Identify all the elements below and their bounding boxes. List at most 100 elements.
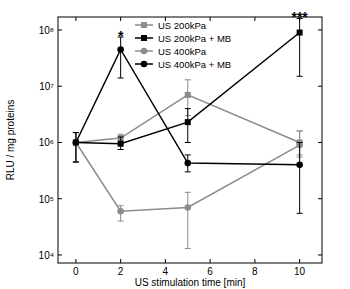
y-tick [58,142,62,143]
error-cap [297,142,303,143]
data-point [73,139,79,145]
error-cap [185,248,191,249]
error-stem [187,192,188,248]
x-tick-label: 6 [207,266,213,277]
series-line [76,49,300,164]
error-cap [185,79,191,80]
plot-data [73,18,303,248]
error-cap [73,132,79,133]
x-tick-label: 0 [73,266,79,277]
legend-label: US 400kPa [158,46,207,57]
error-bar [185,155,191,172]
x-tick [210,17,211,21]
error-cap [73,161,79,162]
y-tick-label: 10⁷ [39,81,54,92]
annotation: *** [291,9,308,25]
data-point [73,139,80,146]
error-bar [297,18,303,76]
x-tick-label: 4 [163,266,169,277]
x-tick [75,259,76,263]
error-cap [118,77,124,78]
data-point [184,204,191,211]
error-bar [185,109,191,143]
y-tick [58,86,62,87]
data-point [117,46,124,53]
error-cap [185,171,191,172]
x-tick [120,17,121,21]
x-tick [75,17,76,21]
y-tick [318,29,322,30]
y-tick [58,29,62,30]
error-cap [73,132,79,133]
data-point [73,139,80,146]
x-tick [210,259,211,263]
error-cap [297,213,303,214]
y-axis-label: RLU / mg proteins [5,100,16,181]
legend: US 200kPa US 200kPa + MB US 400kPa US 400kP… [135,20,231,70]
data-point [184,160,191,167]
chart: 024681010⁴10⁵10⁶10⁷10⁸US stimulation tim… [0,0,350,289]
data-point [73,139,79,145]
error-cap [73,132,79,133]
data-point [117,208,124,215]
annotation: * [118,28,124,44]
error-bar [118,206,124,221]
x-tick [254,259,255,263]
y-tick [318,142,322,143]
error-cap [73,161,79,162]
error-stem [299,18,300,76]
error-cap [185,142,191,143]
error-bar [73,133,79,162]
error-cap [118,221,124,222]
x-tick-label: 2 [118,266,124,277]
error-stem [75,133,76,162]
error-cap [73,161,79,162]
plot-frame [58,17,322,263]
error-cap [185,108,191,109]
data-point [185,119,191,125]
error-cap [185,154,191,155]
y-tick [318,86,322,87]
error-cap [73,161,79,162]
y-tick [318,198,322,199]
x-tick-label: 10 [294,266,306,277]
error-stem [299,142,300,213]
legend-label: US 200kPa + MB [158,33,231,44]
error-cap [297,130,303,131]
x-tick-label: 8 [252,266,258,277]
error-cap [118,205,124,206]
x-tick [120,259,121,263]
y-tick-label: 10⁵ [39,194,54,205]
error-cap [185,192,191,193]
y-tick [58,198,62,199]
error-cap [118,149,124,150]
y-tick [318,254,322,255]
legend-label: US 200kPa [158,20,207,31]
legend-label: US 400kPa + MB [158,59,231,70]
x-tick [299,259,300,263]
error-cap [73,132,79,133]
y-tick-label: 10⁴ [39,250,54,261]
error-stem [75,133,76,162]
data-point [297,30,303,36]
error-cap [297,76,303,77]
error-stem [75,133,76,162]
data-point [118,141,124,147]
legend-marker [141,35,147,41]
y-tick-label: 10⁶ [39,137,54,148]
x-tick [165,259,166,263]
legend-marker [141,61,148,68]
error-stem [187,109,188,143]
error-cap [297,130,303,131]
y-tick [58,254,62,255]
error-bar [297,142,303,213]
error-bar [185,192,191,248]
error-bar [118,137,124,149]
data-point [185,92,191,98]
legend-marker [141,48,148,55]
legend-marker [141,22,147,28]
x-tick [254,17,255,21]
series-line [76,33,300,144]
error-cap [118,137,124,138]
y-tick-label: 10⁸ [39,25,54,36]
